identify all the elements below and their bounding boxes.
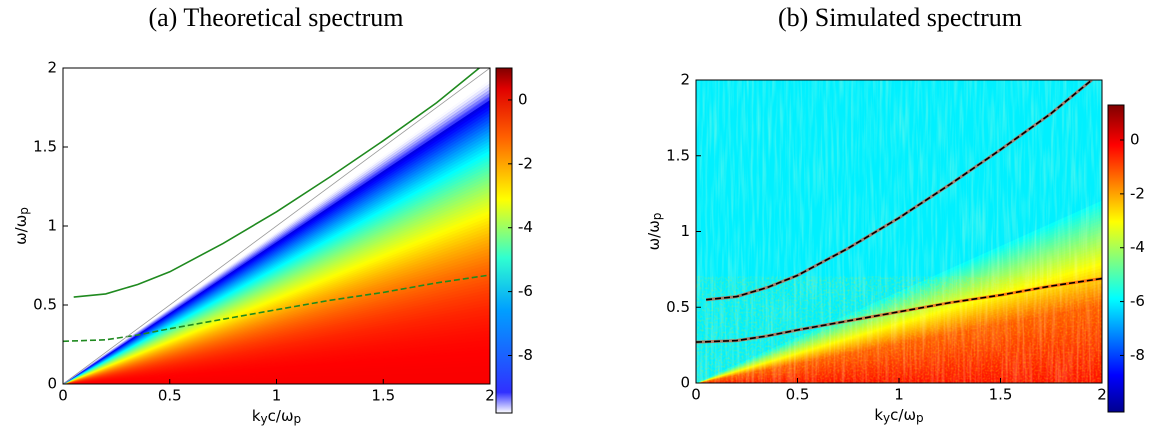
ylabel: ω/ωp xyxy=(12,207,32,245)
heatmap-cell xyxy=(63,86,490,384)
y-tick-label: 0.5 xyxy=(33,296,57,314)
label-part: p xyxy=(916,411,924,425)
heatmap xyxy=(63,68,490,384)
y-tick-label: 0 xyxy=(47,375,57,393)
x-tick-label: 0.5 xyxy=(786,386,810,404)
x-tick-label: 1 xyxy=(894,386,904,404)
heatmap-cell xyxy=(63,79,490,384)
y-tick-label: 2 xyxy=(47,59,57,77)
y-tick-label: 1.5 xyxy=(666,146,690,164)
heatmap-noise xyxy=(696,276,1102,383)
xlabel: kyc/ωp xyxy=(252,407,301,427)
label-part: p xyxy=(17,207,31,215)
y-tick-label: 0.5 xyxy=(666,298,690,316)
label-part: k xyxy=(252,407,261,425)
colorbar-tick-label: -6 xyxy=(518,282,533,300)
label-part: y xyxy=(261,412,268,426)
label-part: ω/ω xyxy=(12,215,30,245)
chart-title: (a) Theoretical spectrum xyxy=(148,3,403,32)
heatmap-cell xyxy=(63,89,490,384)
colorbar xyxy=(1107,104,1125,413)
x-tick-label: 2 xyxy=(1097,386,1107,404)
colorbar-tick-label: -8 xyxy=(1130,346,1145,364)
colorbar-tick-label: -4 xyxy=(518,218,533,236)
label-part: c/ω xyxy=(268,407,294,425)
colorbar-tick-label: -4 xyxy=(1130,238,1145,256)
chart-title: (b) Simulated spectrum xyxy=(778,3,1022,32)
colorbar-tick-label: -6 xyxy=(1130,292,1145,310)
y-tick-label: 2 xyxy=(680,71,690,89)
y-tick-label: 1.5 xyxy=(33,138,57,156)
label-part: c/ω xyxy=(890,406,916,424)
x-tick-label: 1 xyxy=(272,387,282,405)
colorbar xyxy=(495,67,513,414)
x-tick-label: 2 xyxy=(485,387,495,405)
label-part: k xyxy=(874,406,883,424)
heatmap-cell xyxy=(63,83,490,384)
x-tick-label: 0.5 xyxy=(158,387,182,405)
heatmap xyxy=(696,80,1102,383)
colorbar-tick-label: -2 xyxy=(518,154,533,172)
label-part: p xyxy=(294,412,302,426)
x-tick-label: 0 xyxy=(58,387,68,405)
panel: 0 0.5 1 1.5 2 0 0.5 1 1.5 2 (a) Theoretical spectr… xyxy=(12,3,533,426)
colorbar-tick-label: -8 xyxy=(518,346,533,364)
label-part: p xyxy=(650,213,664,221)
y-tick-label: 1 xyxy=(680,222,690,240)
y-tick-label: 1 xyxy=(47,217,57,235)
curve xyxy=(73,68,480,298)
colorbar-tick-label: 0 xyxy=(1130,131,1140,149)
label-part: ω/ω xyxy=(645,220,663,250)
xlabel: kyc/ωp xyxy=(874,406,923,426)
curve xyxy=(63,68,490,384)
curve xyxy=(696,277,1102,343)
colorbar-tick-label: 0 xyxy=(518,90,528,108)
panel: 0 0.5 1 1.5 2 0 0.5 1 1.5 2 (b) Simulated spectrum… xyxy=(645,3,1145,425)
curve xyxy=(63,274,490,343)
y-tick-label: 0 xyxy=(680,374,690,392)
colorbar-tick-label: -2 xyxy=(1130,184,1145,202)
x-tick-label: 1.5 xyxy=(989,386,1013,404)
x-tick-label: 1.5 xyxy=(371,387,395,405)
label-part: y xyxy=(883,411,890,425)
x-tick-label: 0 xyxy=(691,386,701,404)
curve xyxy=(706,80,1093,301)
ylabel: ω/ωp xyxy=(645,213,665,251)
